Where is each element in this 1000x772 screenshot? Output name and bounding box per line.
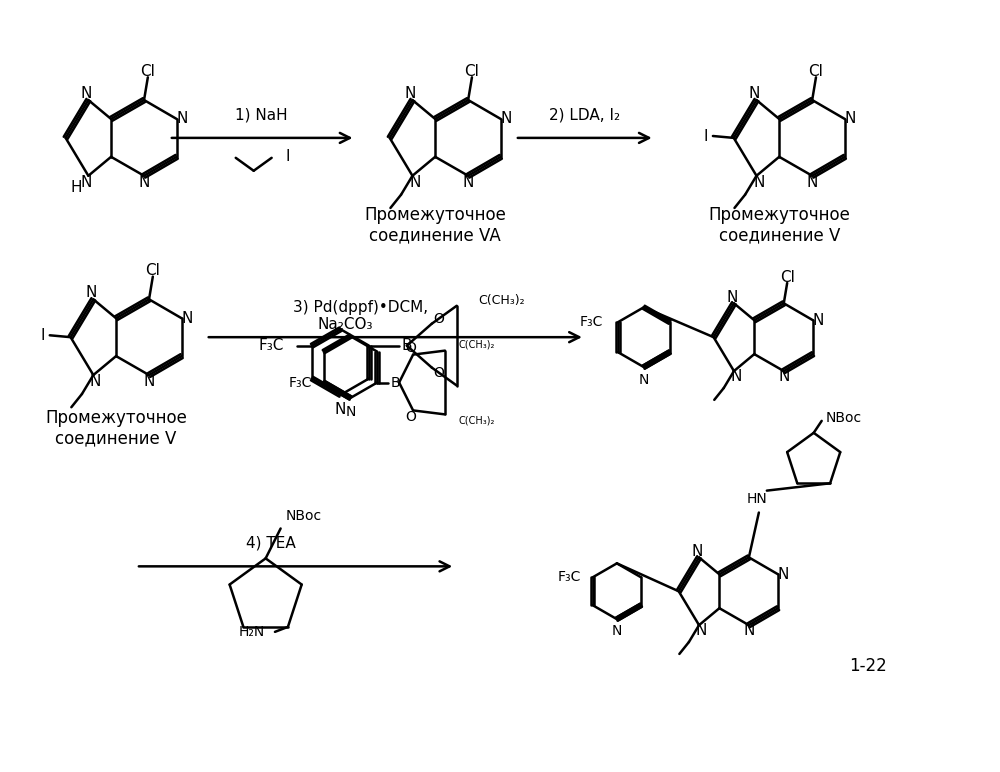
- Text: NBoc: NBoc: [286, 509, 322, 523]
- Text: N: N: [692, 544, 703, 559]
- Text: N: N: [695, 624, 707, 638]
- Text: N: N: [743, 624, 755, 638]
- Text: N: N: [143, 374, 155, 389]
- Text: I: I: [40, 328, 45, 343]
- Text: N: N: [177, 111, 188, 127]
- Text: N: N: [90, 374, 101, 389]
- Text: N: N: [812, 313, 824, 328]
- Text: I: I: [703, 128, 708, 144]
- Text: N: N: [777, 567, 789, 582]
- Text: N: N: [749, 86, 760, 101]
- Text: B: B: [390, 375, 400, 390]
- Text: Cl: Cl: [780, 270, 795, 285]
- Text: N: N: [335, 402, 346, 418]
- Text: N: N: [612, 624, 622, 638]
- Text: Cl: Cl: [465, 64, 479, 79]
- Text: Промежуточное
соединение V: Промежуточное соединение V: [45, 409, 187, 448]
- Text: N: N: [727, 290, 738, 305]
- Text: Cl: Cl: [809, 64, 823, 79]
- Text: O: O: [433, 312, 444, 326]
- Text: N: N: [501, 111, 512, 127]
- Text: C(CH₃)₂: C(CH₃)₂: [459, 415, 495, 425]
- Text: B: B: [402, 338, 412, 353]
- Text: N: N: [182, 311, 193, 326]
- Text: N: N: [81, 86, 92, 101]
- Text: N: N: [80, 175, 91, 190]
- Text: Na₂CO₃: Na₂CO₃: [318, 317, 373, 332]
- Text: 4) TEA: 4) TEA: [246, 536, 296, 551]
- Text: N: N: [845, 111, 856, 127]
- Text: HN: HN: [746, 492, 767, 506]
- Text: C(CH₃)₂: C(CH₃)₂: [459, 340, 495, 350]
- Text: I: I: [286, 149, 290, 164]
- Text: N: N: [639, 373, 649, 387]
- Text: F₃C: F₃C: [288, 375, 312, 390]
- Text: 3) Pd(dppf)•DCM,: 3) Pd(dppf)•DCM,: [293, 300, 428, 315]
- Text: Cl: Cl: [140, 64, 155, 79]
- Text: N: N: [138, 174, 150, 190]
- Text: N: N: [86, 286, 97, 300]
- Text: O: O: [406, 340, 417, 354]
- Text: N: N: [409, 174, 420, 190]
- Text: F₃C: F₃C: [557, 571, 581, 584]
- Text: N: N: [753, 174, 764, 190]
- Text: C(CH₃)₂: C(CH₃)₂: [479, 294, 525, 307]
- Text: H: H: [70, 180, 82, 195]
- Text: 2) LDA, I₂: 2) LDA, I₂: [549, 107, 620, 123]
- Text: O: O: [433, 366, 444, 380]
- Text: Промежуточное
соединение VA: Промежуточное соединение VA: [364, 205, 506, 245]
- Text: N: N: [405, 86, 416, 101]
- Text: NBoc: NBoc: [826, 411, 862, 425]
- Text: Промежуточное
соединение V: Промежуточное соединение V: [708, 205, 850, 245]
- Text: F₃C: F₃C: [580, 315, 603, 329]
- Text: F₃C: F₃C: [259, 338, 284, 353]
- Text: N: N: [807, 174, 818, 190]
- Text: N: N: [778, 369, 789, 384]
- Text: O: O: [406, 411, 417, 425]
- Text: 1) NaH: 1) NaH: [235, 107, 288, 123]
- Text: Cl: Cl: [145, 263, 160, 278]
- Text: H₂N: H₂N: [239, 625, 265, 639]
- Text: 1-22: 1-22: [849, 657, 887, 675]
- Text: N: N: [730, 369, 742, 384]
- Text: N: N: [462, 174, 474, 190]
- Text: N: N: [345, 405, 356, 419]
